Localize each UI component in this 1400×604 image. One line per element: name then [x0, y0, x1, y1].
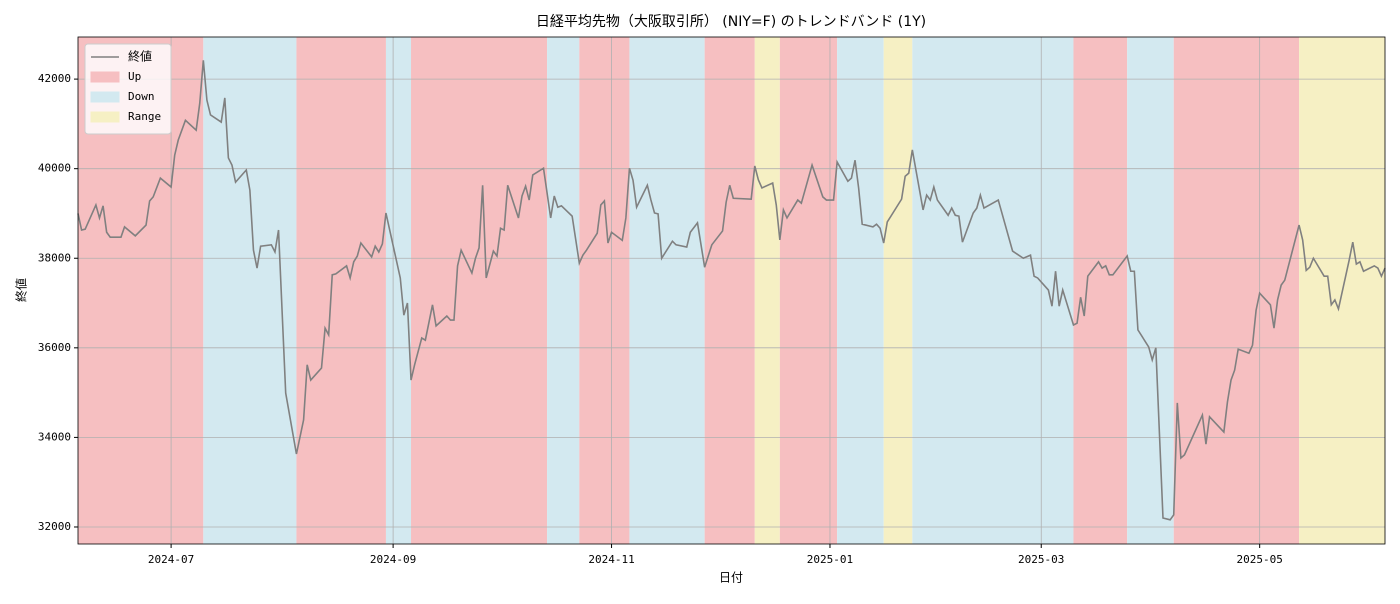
- legend-label: Range: [128, 110, 161, 123]
- legend-label: 終値: [128, 49, 152, 64]
- chart-title: 日経平均先物（大阪取引所） (NIY=F) のトレンドバンド (1Y): [536, 14, 926, 30]
- trend-band: [1173, 37, 1300, 544]
- x-tick-label: 2024-11: [588, 553, 634, 566]
- trend-band: [779, 37, 838, 544]
- trend-band: [883, 37, 913, 544]
- x-tick-label: 2024-07: [148, 553, 194, 566]
- trend-band: [837, 37, 884, 544]
- trend-band: [296, 37, 386, 544]
- legend-swatch: [90, 91, 120, 103]
- x-axis-label: 日付: [719, 571, 743, 585]
- legend-label: Up: [128, 70, 141, 83]
- y-tick-label: 42000: [38, 72, 71, 85]
- x-tick-label: 2025-03: [1018, 553, 1064, 566]
- legend-label: Down: [128, 90, 155, 103]
- legend-swatch: [90, 71, 120, 83]
- y-tick-label: 32000: [38, 520, 71, 533]
- trend-band: [579, 37, 630, 544]
- trend-band: [203, 37, 297, 544]
- y-tick-label: 40000: [38, 162, 71, 175]
- trend-band: [1127, 37, 1174, 544]
- trend-band: [912, 37, 1074, 544]
- x-tick-label: 2025-01: [807, 553, 853, 566]
- trend-band: [547, 37, 580, 544]
- trend-band: [385, 37, 412, 544]
- trend-band: [1073, 37, 1128, 544]
- y-axis-label: 終値: [14, 278, 29, 302]
- trend-band: [411, 37, 548, 544]
- y-tick-label: 38000: [38, 251, 71, 264]
- trend-band: [754, 37, 780, 544]
- legend-swatch: [90, 111, 120, 123]
- plot-frame: [77, 36, 1386, 545]
- x-tick-label: 2025-05: [1236, 553, 1282, 566]
- trend-band: [629, 37, 705, 544]
- x-tick-label: 2024-09: [370, 553, 416, 566]
- y-tick-label: 36000: [38, 341, 71, 354]
- price-line: [77, 60, 1386, 521]
- trend-band: [704, 37, 755, 544]
- y-tick-label: 34000: [38, 430, 71, 443]
- legend: 終値 Up Down Range: [84, 43, 172, 135]
